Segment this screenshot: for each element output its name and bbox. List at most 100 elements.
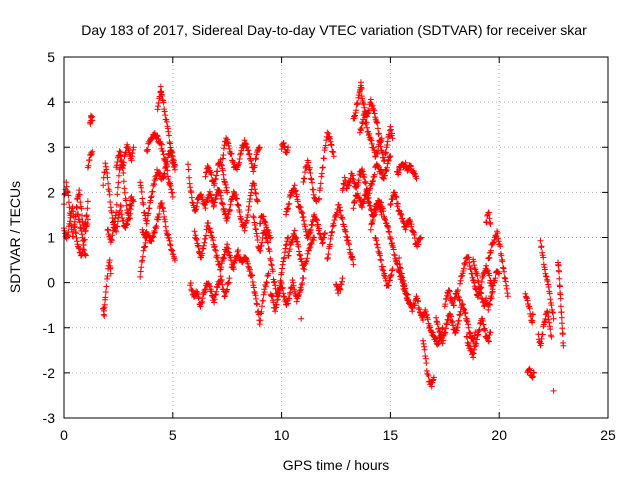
data-point [158, 141, 165, 148]
data-point [84, 205, 91, 212]
data-point [158, 200, 165, 206]
data-point [504, 293, 511, 300]
data-point [82, 252, 89, 259]
data-point [77, 199, 84, 206]
data-point [78, 205, 85, 212]
data-point [141, 209, 148, 216]
data-point [327, 135, 333, 142]
data-point [559, 320, 565, 327]
data-point [375, 131, 382, 138]
data-point [217, 189, 224, 196]
data-point [319, 239, 326, 246]
data-point [218, 161, 225, 168]
data-point [197, 303, 204, 310]
data-point [308, 176, 315, 183]
data-point [214, 284, 221, 291]
data-point [76, 187, 83, 194]
data-point [374, 151, 381, 157]
data-point [475, 279, 482, 286]
data-point [160, 148, 166, 154]
data-point [209, 293, 216, 300]
data-point [543, 273, 550, 280]
x-tick-label: 15 [383, 427, 399, 443]
data-point [322, 142, 329, 149]
data-point [308, 221, 315, 228]
data-point [483, 295, 490, 302]
data-point [213, 288, 220, 295]
data-point [103, 283, 110, 290]
data-point [254, 301, 261, 308]
data-point [488, 295, 495, 301]
data-point [213, 172, 220, 179]
data-point [457, 280, 463, 287]
data-point [280, 290, 287, 297]
data-point [305, 159, 312, 166]
data-point [316, 195, 323, 202]
data-point [219, 155, 226, 162]
data-point [304, 250, 311, 257]
data-point [489, 289, 496, 296]
data-point [109, 232, 116, 239]
data-point [439, 340, 446, 347]
data-point [125, 212, 132, 219]
data-point [474, 332, 481, 339]
data-point [224, 214, 231, 221]
data-point [107, 264, 114, 271]
data-point [82, 251, 89, 258]
data-point [208, 194, 215, 201]
data-point [81, 247, 88, 253]
x-tick-label: 25 [600, 427, 616, 443]
data-point [425, 372, 432, 379]
data-point [540, 254, 547, 261]
data-point [422, 353, 429, 359]
data-point [370, 217, 376, 223]
data-point [149, 188, 156, 195]
data-point [77, 225, 84, 232]
data-point [225, 279, 232, 286]
data-point [501, 268, 508, 275]
data-point [298, 315, 305, 322]
data-point [359, 204, 366, 211]
data-point [321, 155, 327, 162]
data-point [451, 302, 457, 309]
data-point [464, 334, 471, 341]
data-point [371, 110, 378, 117]
data-point [402, 159, 409, 166]
data-point [281, 293, 288, 300]
data-point [244, 143, 251, 150]
data-point [367, 96, 374, 103]
y-tick-label: 3 [47, 139, 55, 155]
data-point [70, 208, 77, 215]
data-point [114, 159, 121, 165]
data-point [433, 318, 440, 325]
data-point [72, 229, 79, 236]
data-point [120, 178, 127, 185]
data-point [369, 102, 376, 109]
data-point [486, 215, 493, 222]
data-point [325, 251, 332, 258]
data-point [214, 168, 221, 175]
data-point [478, 289, 485, 296]
data-point [120, 159, 127, 166]
data-point [212, 292, 219, 299]
data-point [171, 161, 178, 168]
data-point [80, 237, 86, 244]
data-point [317, 180, 324, 187]
data-point [160, 99, 167, 106]
data-point [497, 243, 504, 250]
plot-frame [63, 56, 609, 419]
data-point [105, 180, 112, 187]
data-point [160, 175, 166, 182]
data-point [140, 201, 147, 208]
data-point [297, 204, 304, 211]
data-point [321, 234, 327, 241]
data-point [417, 235, 424, 242]
data-point [378, 135, 385, 142]
data-point [492, 275, 499, 282]
data-point [144, 217, 151, 224]
data-point [460, 306, 467, 313]
data-point [218, 278, 225, 285]
data-point [499, 258, 506, 265]
data-point [151, 229, 158, 236]
data-point [360, 101, 367, 108]
